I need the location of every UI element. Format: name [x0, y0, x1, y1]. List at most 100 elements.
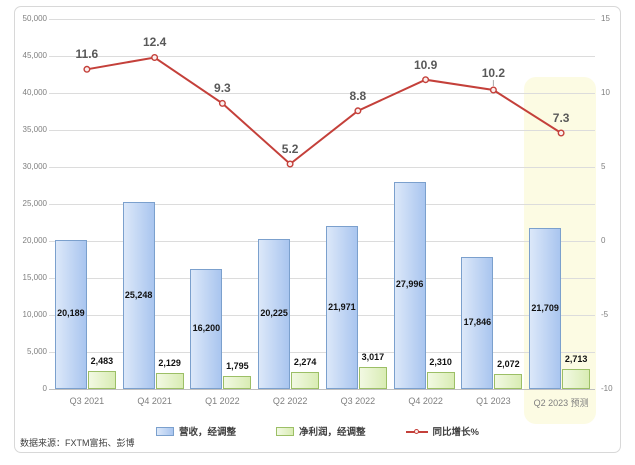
line-layer: [15, 7, 620, 452]
y-axis-left-tick: 40,000: [22, 88, 47, 97]
y-axis-right-tick: -10: [601, 384, 613, 393]
growth-line-marker: [489, 86, 497, 94]
revenue-bar-label: 27,996: [395, 279, 424, 290]
gridline: [49, 167, 595, 168]
y-axis-left-tick: 25,000: [22, 199, 47, 208]
profit-bar: [426, 371, 455, 389]
profit-bar: [155, 373, 184, 389]
x-axis-line: [49, 389, 595, 390]
x-axis-category-label: Q4 2021: [137, 396, 172, 406]
y-axis-left-tick: 45,000: [22, 51, 47, 60]
gridline: [49, 19, 595, 20]
growth-line-chart: [83, 54, 565, 168]
growth-line-marker: [83, 65, 91, 73]
y-axis-left-tick: 30,000: [22, 162, 47, 171]
legend-label: 同比增长%: [432, 427, 479, 438]
x-axis-category-label: Q2 2023 预测: [533, 398, 589, 408]
growth-value-label: 5.2: [281, 142, 299, 157]
y-axis-left-tick: 15,000: [22, 273, 47, 282]
gridline: [49, 278, 595, 279]
growth-value-label: 7.3: [552, 110, 570, 125]
y-axis-right-tick: 0: [601, 236, 606, 245]
growth-value-label: 10.2: [481, 66, 506, 81]
growth-value-label: 11.6: [75, 47, 99, 62]
revenue-bar-label: 20,225: [260, 308, 288, 319]
gridline: [49, 130, 595, 131]
profit-bar-label: 2,072: [497, 358, 520, 369]
revenue-bar-label: 25,248: [124, 289, 153, 300]
profit-bar-label: 2,129: [158, 358, 181, 369]
revenue-bar: [393, 181, 426, 389]
revenue-bar: [258, 239, 291, 389]
profit-bar: [494, 373, 523, 389]
x-axis-category-label: Q3 2022: [340, 396, 376, 406]
forecast-highlight: [524, 77, 597, 424]
growth-line-marker: [218, 99, 226, 107]
revenue-bar: [529, 228, 562, 389]
legend-swatch-icon: [156, 426, 174, 436]
revenue-bar-label: 20,189: [57, 308, 85, 319]
legend-item-revenue: 营收，经调整: [156, 424, 236, 438]
x-axis-category-label: Q1 2022: [205, 396, 240, 406]
revenue-bar-label: 17,846: [463, 316, 492, 327]
profit-bar: [223, 375, 252, 389]
x-axis-category-label: Q4 2022: [408, 396, 443, 406]
legend-swatch-icon: [276, 426, 295, 436]
y-axis-right-tick: 15: [601, 14, 610, 23]
revenue-bar-label: 21,709: [531, 302, 559, 313]
profit-bar-label: 2,274: [293, 357, 317, 368]
gridline: [49, 315, 595, 316]
y-axis-left-tick: 10,000: [22, 310, 47, 319]
growth-line-marker: [286, 160, 294, 168]
revenue-bar: [461, 256, 494, 389]
growth-line-marker: [151, 54, 159, 62]
chart-legend: 营收，经调整 净利润，经调整 同比增长%: [15, 424, 620, 438]
revenue-bar: [325, 226, 358, 389]
growth-line-marker: [422, 76, 430, 84]
growth-value-label: 10.9: [413, 57, 438, 72]
growth-line-marker: [354, 107, 362, 115]
y-axis-right-tick: 5: [601, 162, 606, 171]
legend-label: 营收，经调整: [179, 427, 237, 438]
profit-bar: [87, 370, 116, 389]
profit-bar-label: 1,795: [226, 360, 249, 371]
y-axis-right-tick: -5: [601, 310, 609, 319]
growth-value-label: 12.4: [142, 35, 167, 50]
x-axis-category-label: Q2 2022: [272, 396, 308, 406]
gridline: [49, 241, 595, 242]
gridline: [49, 56, 595, 57]
growth-line-marker: [557, 129, 565, 137]
forecast-region-layer: [15, 7, 620, 452]
y-axis-left-tick: 20,000: [22, 236, 47, 245]
gridline: [49, 204, 595, 205]
growth-value-label: 9.3: [214, 81, 231, 96]
growth-line: [86, 56, 562, 166]
chart-frame: 50,000 45,000 40,000 35,000 30,000 25,000 20,0…: [14, 6, 621, 453]
y-axis-left-tick: 35,000: [22, 125, 47, 134]
profit-bar: [358, 366, 387, 389]
data-label-layer: 20,189 2,483 25,248 2,129 16,200 1,795 20,225 2…: [15, 7, 620, 452]
y-axis-left-tick: 5,000: [26, 347, 47, 356]
gridline: [49, 352, 595, 353]
profit-bar-label: 3,017: [361, 351, 385, 362]
bars-layer: [15, 7, 620, 452]
legend-item-profit: 净利润，经调整: [276, 424, 366, 438]
revenue-bar-label: 16,200: [192, 323, 221, 334]
y-axis-left-tick: 0: [42, 384, 47, 393]
legend-item-growth: 同比增长%: [405, 424, 479, 438]
legend-line-dot: [413, 428, 419, 434]
revenue-bar: [122, 202, 155, 389]
y-axis-left-tick: 50,000: [22, 14, 47, 23]
growth-value-label: 8.8: [349, 88, 367, 103]
profit-bar: [291, 372, 320, 389]
gridline: [49, 93, 595, 94]
profit-bar-label: 2,483: [90, 355, 114, 366]
legend-line-marker-icon: [405, 427, 428, 436]
revenue-bar: [190, 269, 223, 389]
x-axis-category-label: Q3 2021: [69, 396, 105, 406]
profit-bar-label: 2,310: [429, 356, 452, 367]
revenue-bar: [54, 239, 87, 389]
revenue-bar-label: 21,971: [328, 301, 356, 312]
profit-bar-label: 2,713: [564, 353, 588, 364]
